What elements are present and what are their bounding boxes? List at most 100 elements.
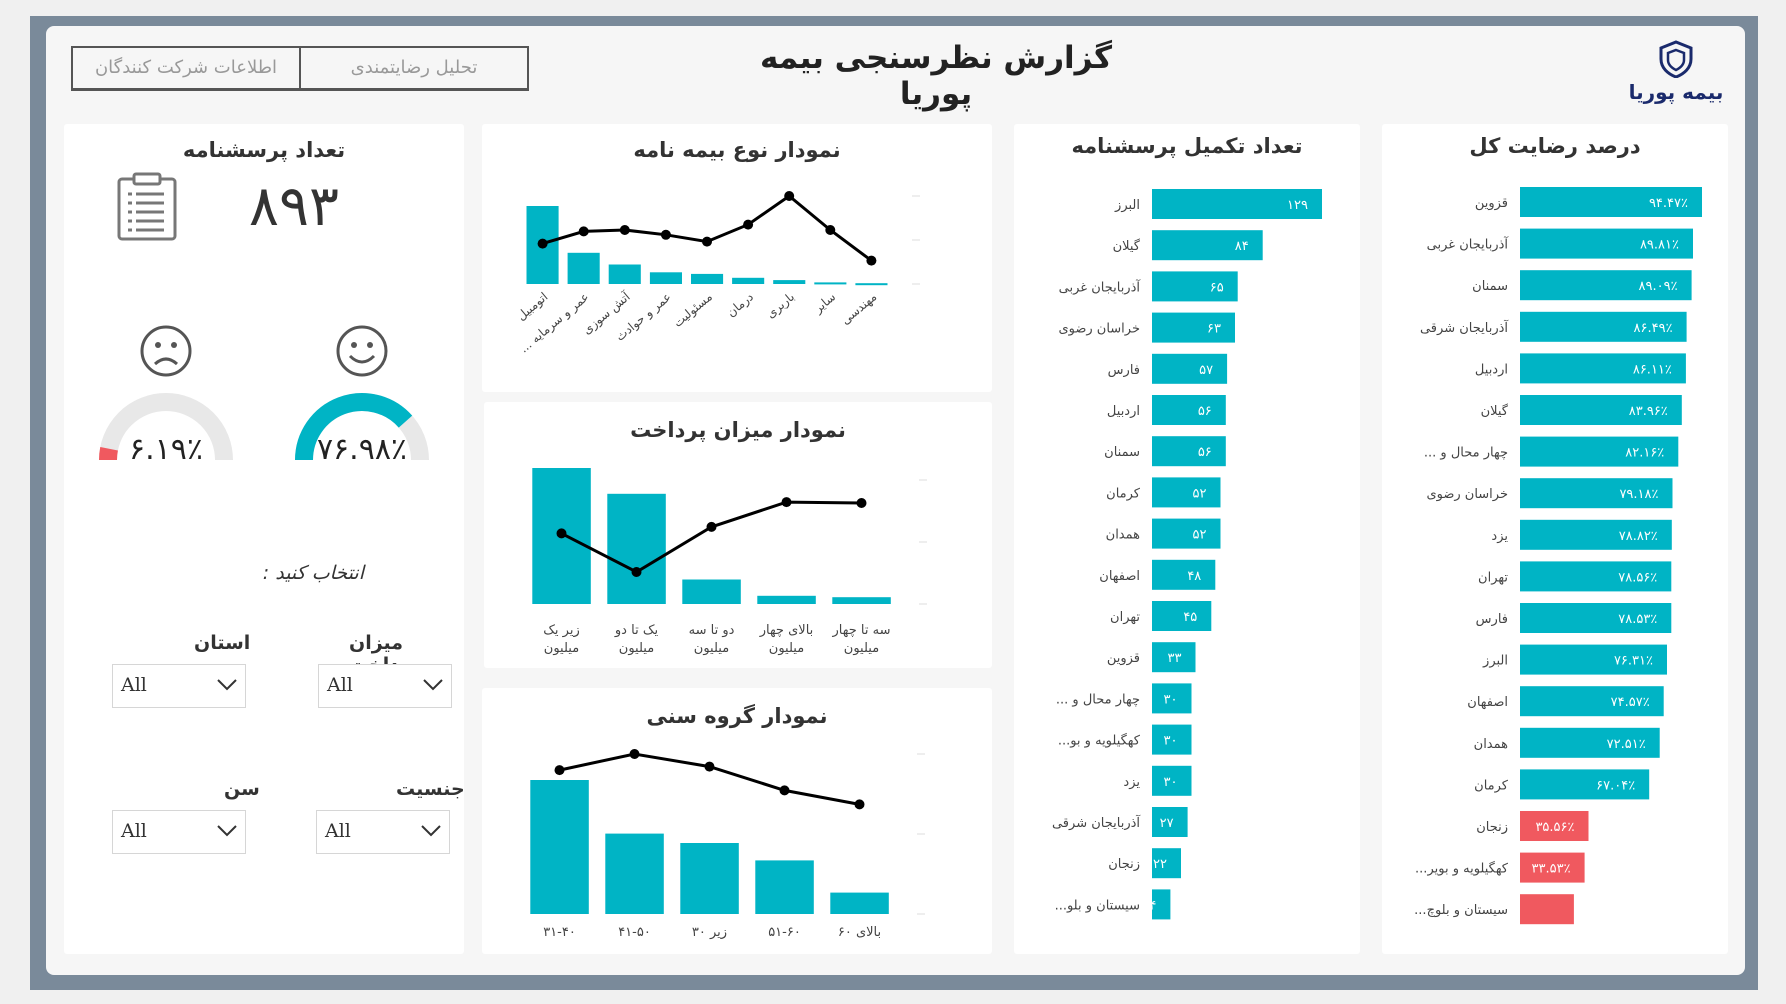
bar: [773, 280, 806, 284]
tab-participants-info[interactable]: اطلاعات شرکت کنندگان: [71, 46, 301, 91]
category-label: تهران: [1110, 610, 1140, 625]
gender-label: جنسیت: [396, 778, 465, 800]
bar: [1152, 559, 1216, 590]
bar: [605, 833, 664, 914]
data-label: ۵۶: [1198, 445, 1212, 460]
trend-point: [743, 219, 754, 230]
data-label: ۳۰: [1164, 734, 1178, 749]
category-label: تهران: [1478, 570, 1508, 585]
satisfaction-percent-title: درصد رضایت کل: [1469, 134, 1641, 158]
policy-type-title: نمودار نوع بیمه نامه: [633, 138, 841, 162]
satisfaction-percent-chart: قزوین ۹۴.۴۷٪ آذربایجان غربی ۸۹.۸۱٪ سمنان ۸۹.۰…: [1414, 187, 1702, 925]
category-label: آذربایجان شرقی: [1420, 319, 1509, 336]
chevron-down-icon: [421, 825, 441, 837]
category-label: کرمان: [1106, 486, 1141, 501]
category-label: البرز: [1482, 654, 1508, 669]
x-tick-label: بالای ۶۰: [838, 925, 881, 940]
x-tick-label: مسئولیت: [671, 290, 716, 331]
category-label: فارس: [1108, 363, 1140, 378]
category-label: همدان: [1474, 737, 1508, 752]
data-label: ۶۳: [1207, 322, 1221, 337]
payment-chart-title: نمودار میزان پرداخت: [630, 418, 846, 442]
questionnaire-count: ۸۹۳: [248, 174, 340, 239]
bar: [1520, 644, 1667, 675]
chevron-down-icon: [217, 679, 237, 691]
category-label: اصفهان: [1099, 569, 1140, 584]
x-tick-label: میلیون: [544, 641, 579, 656]
trend-point: [619, 225, 630, 235]
bar: [1152, 601, 1212, 631]
data-label: ۴۸: [1187, 569, 1201, 584]
data-label: ۸۴: [1235, 239, 1249, 254]
category-label: گیلان: [1113, 238, 1141, 254]
bar: [530, 780, 589, 914]
x-tick-label: میلیون: [769, 641, 804, 656]
category-label: زنجان: [1108, 857, 1140, 872]
data-label: ۵۶: [1198, 404, 1212, 419]
tab-satisfaction-analysis[interactable]: تحلیل رضایتمندی: [299, 46, 529, 91]
x-tick-label: باربری: [764, 290, 798, 322]
payment-card: نمودار میزان پرداخت زیر یک میلیون یک تا دو…: [484, 402, 992, 668]
bar: [1152, 230, 1263, 261]
trend-point: [825, 225, 836, 235]
trend-point: [537, 238, 548, 249]
bar: [682, 579, 741, 604]
x-tick-label: ۵۱-۶۰: [768, 925, 801, 940]
category-label: خراسان رضوی: [1426, 487, 1508, 502]
x-tick-label: یک تا دو: [614, 623, 659, 638]
province-label: استان: [194, 632, 251, 654]
trend-point: [781, 497, 792, 508]
x-tick-label: میلیون: [619, 641, 654, 656]
trend-point: [856, 498, 867, 508]
completion-count-title: تعداد تکمیل پرسشنامه: [1071, 134, 1303, 158]
bar: [732, 277, 765, 284]
gauge-track: [99, 393, 233, 461]
bar: [1520, 395, 1682, 425]
bar: [1520, 894, 1574, 925]
x-tick-label: ۴۱-۵۰: [618, 925, 651, 940]
sad-face-icon: [140, 325, 192, 377]
data-label: ۵۲: [1193, 486, 1207, 501]
bar: [1152, 477, 1221, 508]
data-label: ۸۹.۰۹٪: [1639, 279, 1678, 294]
bar: [1520, 353, 1686, 384]
data-label: ۷۲.۵۱٪: [1607, 737, 1646, 752]
x-tick-label: ۳۱-۴۰: [543, 925, 576, 940]
trend-point: [704, 761, 715, 772]
satisfaction-gauge: [295, 393, 429, 461]
bar: [1152, 848, 1181, 879]
bar: [757, 595, 816, 604]
category-label: آذربایجان غربی: [1059, 278, 1142, 295]
data-label: ۸۲.۱۶٪: [1625, 446, 1664, 461]
bar: [832, 597, 891, 604]
category-label: اردبیل: [1475, 362, 1508, 377]
bar: [1152, 518, 1221, 549]
category-label: ...کهگیلویه و بویر: [1415, 861, 1509, 877]
payment-dropdown[interactable]: All: [318, 664, 452, 708]
bar: [1152, 271, 1238, 302]
category-label: یزد: [1491, 529, 1508, 544]
category-label: البرز: [1114, 198, 1140, 213]
gender-dropdown[interactable]: All: [316, 810, 450, 854]
data-label: ۷۴.۵۷٪: [1611, 695, 1650, 710]
bar: [855, 283, 888, 286]
chevron-down-icon: [423, 679, 443, 691]
chevron-down-icon: [217, 825, 237, 837]
trend-point: [554, 765, 565, 776]
bar: [1152, 353, 1228, 384]
age-label: سن: [224, 778, 260, 800]
category-label: قزوین: [1107, 651, 1140, 666]
category-label: ... چهار محال و: [1424, 446, 1508, 461]
data-label: ۸۳.۹۶٪: [1629, 404, 1668, 419]
trend-line: [560, 500, 862, 574]
policy-type-card: نمودار نوع بیمه نامه اتومبیل... عمر و سر…: [482, 124, 992, 392]
data-label: ۶۷.۰۴٪: [1596, 778, 1635, 793]
bar: [1152, 683, 1192, 714]
age-dropdown[interactable]: All: [112, 810, 246, 854]
province-dropdown[interactable]: All: [112, 664, 246, 708]
category-label: اصفهان: [1467, 695, 1508, 710]
category-label: ...سیستان و بلو: [1055, 898, 1140, 913]
category-label: زنجان: [1476, 820, 1508, 835]
age-group-chart: ۳۱-۴۰ ۴۱-۵۰ زیر ۳۰ ۵۱-۶۰ بالای ۶۰: [530, 749, 925, 940]
